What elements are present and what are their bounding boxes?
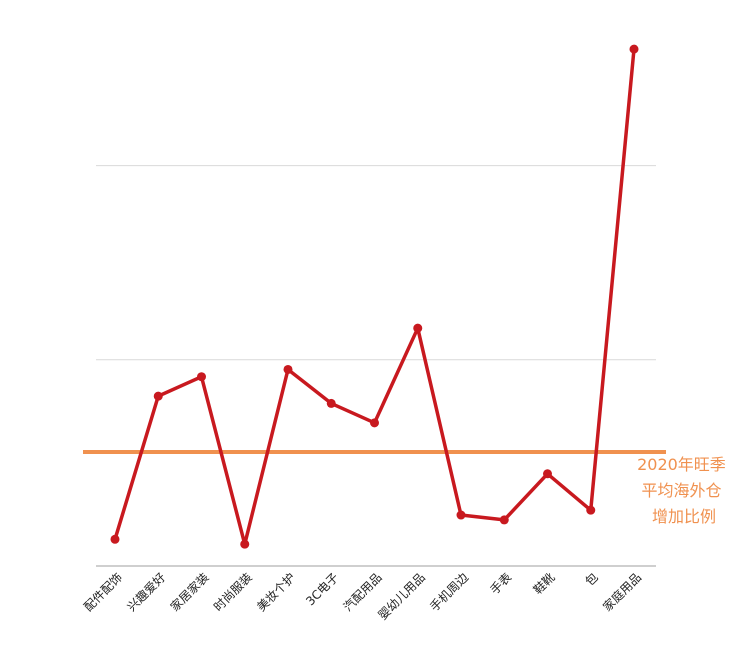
data-point xyxy=(456,510,466,520)
series-line xyxy=(113,48,636,546)
x-tick-label: 包 xyxy=(582,570,600,588)
points-layer xyxy=(110,44,639,549)
grid-layer xyxy=(96,165,656,361)
x-tick-label: 汽配用品 xyxy=(340,570,385,615)
data-point xyxy=(629,44,639,54)
x-tick-label: 兴趣爱好 xyxy=(124,570,169,615)
x-tick-label: 配件配饰 xyxy=(81,570,125,614)
reference-line-label: 2020年旺季 平均海外仓 增加比例 xyxy=(637,455,731,526)
x-tick-label: 3C电子 xyxy=(303,570,341,608)
data-point xyxy=(586,505,596,515)
x-tick-label: 手机周边 xyxy=(427,570,471,614)
x-tick-label: 家庭用品 xyxy=(600,570,645,615)
x-tick-labels: 配件配饰 兴趣爱好 家居家装 时尚服装 美妆个护 3C电子 汽配用品婴幼儿用品 手机周边 手表鞋… xyxy=(81,570,644,623)
data-point xyxy=(370,418,379,428)
reference-label-line: 平均海外仓 xyxy=(641,481,721,500)
x-tick-label: 手表 xyxy=(487,570,514,597)
x-tick-label: 婴幼儿用品 xyxy=(376,570,428,622)
data-point xyxy=(153,391,163,401)
data-point xyxy=(240,539,250,549)
x-tick-label: 鞋靴 xyxy=(530,570,558,598)
data-point xyxy=(110,534,120,544)
x-tick-label: 时尚服装 xyxy=(211,570,255,614)
data-point xyxy=(283,364,293,374)
data-point xyxy=(499,515,509,525)
data-point xyxy=(326,398,336,408)
reference-label-line: 增加比例 xyxy=(652,507,716,526)
data-point xyxy=(413,323,423,333)
data-point xyxy=(197,372,206,382)
x-tick-label: 美妆个护 xyxy=(254,570,298,614)
reference-label-line: 2020年旺季 xyxy=(637,455,726,474)
data-point xyxy=(543,469,552,479)
x-tick-label: 家居家装 xyxy=(167,570,212,615)
